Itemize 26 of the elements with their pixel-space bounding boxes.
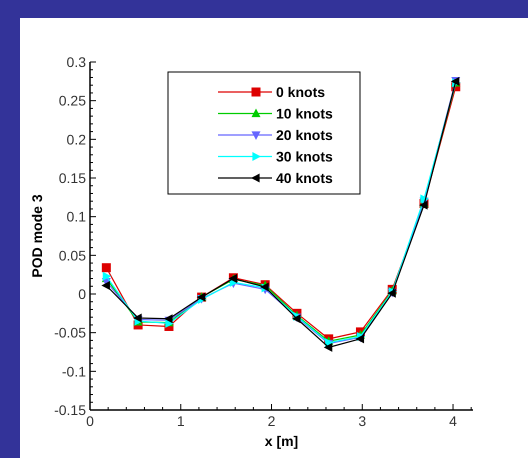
legend-label: 10 knots	[276, 106, 334, 122]
x-axis-title: x [m]	[264, 433, 298, 449]
x-tick-label: 4	[449, 413, 458, 429]
y-tick-label: -0.15	[54, 402, 86, 418]
y-tick-label: 0	[78, 286, 86, 302]
legend-label: 30 knots	[276, 148, 334, 164]
y-tick-label: -0.05	[54, 324, 86, 341]
y-tick-label: 0.25	[58, 92, 86, 109]
point	[102, 263, 111, 272]
point	[133, 313, 142, 322]
legend-label: 0 knots	[276, 84, 326, 100]
y-tick-label: 0.3	[66, 54, 86, 70]
legend-label: 20 knots	[276, 127, 334, 143]
x-tick-label: 1	[176, 413, 185, 429]
y-tick-label: 0.05	[58, 247, 86, 264]
y-tick-label: 0.15	[58, 170, 86, 186]
point	[324, 342, 332, 352]
x-tick-label: 2	[268, 413, 276, 429]
y-axis-title: POD mode 3	[29, 194, 45, 278]
y-tick-label: 0.2	[66, 131, 86, 148]
y-tick-label: 0.1	[66, 208, 86, 225]
y-tick-label: -0.1	[62, 363, 86, 380]
legend-label: 40 knots	[276, 170, 334, 186]
point	[101, 280, 110, 290]
point	[164, 314, 173, 324]
x-tick-label: 3	[358, 413, 366, 429]
